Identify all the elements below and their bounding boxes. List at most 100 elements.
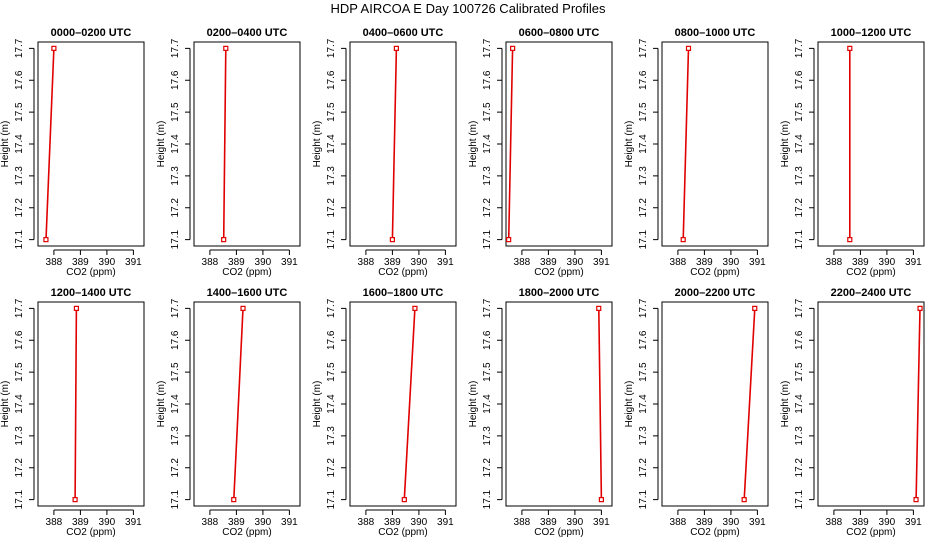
x-tick-label: 390 [879,257,896,268]
plot-frame [505,41,613,247]
y-tick-label: 17.6 [482,330,493,350]
y-tick-label: 17.3 [170,426,181,446]
x-tick-label: 390 [567,517,584,528]
y-axis-label: Height (m) [780,121,791,168]
y-tick-label: 17.4 [326,394,337,414]
y-tick-label: 17.5 [170,102,181,122]
y-tick-label: 17.3 [638,426,649,446]
profile-point [752,305,758,311]
x-tick-label: 388 [826,517,843,528]
y-tick-label: 17.2 [482,458,493,478]
x-tick-label: 390 [567,257,584,268]
y-tick-label: 17.2 [794,458,805,478]
plot-frame [193,301,301,507]
x-tick-label: 389 [72,257,89,268]
y-tick-label: 17.1 [638,489,649,509]
chart-title: 1800–2000 UTC [519,287,600,299]
x-tick-label: 391 [437,257,454,268]
chart-title: 0200–0400 UTC [207,27,288,39]
y-tick-label: 17.2 [326,198,337,218]
y-tick-label: 17.4 [482,394,493,414]
y-tick-label: 17.5 [14,102,25,122]
y-tick-label: 17.7 [794,298,805,318]
profile-point [847,45,853,51]
x-tick-label: 391 [749,257,766,268]
x-axis-label: CO2 (ppm) [690,527,739,538]
x-tick-label: 389 [228,517,245,528]
y-tick-label: 17.6 [170,330,181,350]
profile-line [598,308,603,500]
y-tick-label: 17.7 [482,298,493,318]
chart-panel: 1000–1200 UTC 388 389 390 391 CO2 (ppm) 17.1 17… [780,27,925,278]
profile-point [506,237,512,243]
y-tick-label: 17.6 [14,70,25,90]
profile-point [73,305,80,311]
y-tick-label: 17.2 [794,198,805,218]
y-tick-label: 17.1 [482,229,493,249]
x-tick-label: 389 [72,517,89,528]
y-tick-label: 17.3 [638,166,649,186]
profile-point [680,237,686,243]
y-tick-label: 17.4 [326,134,337,154]
chart-title: 1000–1200 UTC [831,27,912,39]
plot-frame [661,301,769,507]
chart-title: 2000–2200 UTC [675,287,756,299]
x-tick-label: 389 [696,517,713,528]
y-tick-label: 17.5 [638,102,649,122]
y-tick-label: 17.7 [170,38,181,58]
y-tick-label: 17.1 [794,229,805,249]
x-tick-label: 389 [384,257,401,268]
chart-title: 2200–2400 UTC [831,287,912,299]
chart-panel: 1200–1400 UTC 388 389 390 391 CO2 (ppm) 17.1 17… [0,287,145,538]
y-tick-label: 17.7 [638,298,649,318]
plot-frame [505,301,613,507]
profile-point [917,305,923,311]
y-tick-label: 17.2 [14,198,25,218]
y-tick-label: 17.3 [794,166,805,186]
y-tick-label: 17.1 [170,489,181,509]
profile-point [240,305,246,311]
profile-line [403,308,416,500]
profile-line [233,308,244,500]
chart-panel: 0400–0600 UTC 388 389 390 391 CO2 (ppm) 17.1 17… [312,27,457,278]
profile-point [685,45,692,51]
profile-point [401,497,407,503]
profile-line [507,48,514,240]
profile-line [74,308,78,500]
y-tick-label: 17.2 [326,458,337,478]
profile-line [682,48,690,240]
y-tick-label: 17.4 [14,394,25,414]
plot-frame [349,41,457,247]
y-tick-label: 17.7 [482,38,493,58]
x-tick-label: 391 [125,517,142,528]
y-tick-label: 17.7 [170,298,181,318]
y-tick-label: 17.5 [794,362,805,382]
chart-title: 0000–0200 UTC [51,27,132,39]
chart-title: 0600–0800 UTC [519,27,600,39]
chart-title: 1200–1400 UTC [51,287,132,299]
y-tick-label: 17.1 [170,229,181,249]
y-tick-label: 17.3 [326,426,337,446]
x-tick-label: 388 [514,257,531,268]
profile-point [596,305,602,311]
x-tick-label: 389 [228,257,245,268]
y-tick-label: 17.5 [482,102,493,122]
figure-title: HDP AIRCOA E Day 100726 Calibrated Profi… [330,1,606,16]
x-tick-label: 391 [437,517,454,528]
y-axis-label: Height (m) [312,381,323,428]
y-tick-label: 17.6 [638,330,649,350]
y-axis-label: Height (m) [0,381,11,428]
x-tick-label: 389 [540,517,557,528]
x-tick-label: 390 [723,257,740,268]
x-axis-label: CO2 (ppm) [378,267,427,278]
chart-panel: 0600–0800 UTC 388 389 390 391 CO2 (ppm) 17.1 17… [468,27,613,278]
y-axis-label: Height (m) [156,121,167,168]
chart-panel: 0200–0400 UTC 388 389 390 391 CO2 (ppm) 17.1 17… [156,27,301,278]
profile-point [231,497,237,503]
chart-title: 1600–1800 UTC [363,287,444,299]
x-tick-label: 390 [411,257,428,268]
y-tick-label: 17.6 [14,330,25,350]
x-axis-label: CO2 (ppm) [534,267,583,278]
y-tick-label: 17.6 [794,70,805,90]
